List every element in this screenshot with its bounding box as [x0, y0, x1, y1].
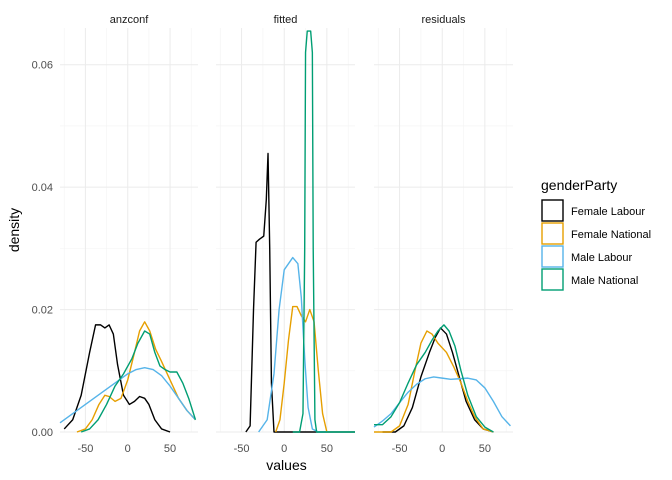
legend-label: Male Labour [571, 252, 632, 264]
x-tick-label: 50 [479, 443, 491, 455]
density-line-male-national [80, 330, 197, 433]
x-tick-label: 0 [125, 443, 131, 455]
density-line-male-labour [59, 367, 196, 424]
x-tick-label: 50 [164, 443, 176, 455]
legend-key-female-labour [541, 199, 564, 222]
legend-label: Female Labour [571, 206, 645, 218]
legend-title: genderParty [541, 177, 617, 193]
x-axis-title: values [266, 457, 306, 473]
density-line-male-national [292, 30, 355, 433]
density-line-female-national [76, 321, 196, 433]
density-line-male-national [374, 324, 494, 433]
legend-key-male-labour [541, 245, 564, 268]
facet-strip-label: fitted [274, 14, 298, 26]
facet-panel-anzconf [59, 28, 198, 433]
y-tick-label: 0.04 [32, 182, 53, 194]
legend-label: Female National [571, 229, 651, 241]
density-line-female-national [374, 330, 494, 433]
y-tick-label: 0.02 [32, 305, 53, 317]
y-axis-title: density [6, 208, 22, 252]
x-tick-label: -50 [392, 443, 408, 455]
density-line-female-labour [63, 324, 171, 433]
facet-strip-label: anzconf [110, 14, 149, 26]
facet-panel-residuals [373, 28, 513, 433]
facet-panel-fitted [216, 28, 355, 433]
x-tick-label: 0 [439, 443, 445, 455]
facet-strip-label: residuals [421, 14, 466, 26]
density-line-male-labour [258, 256, 355, 433]
legend-key-female-national [541, 222, 564, 245]
legend-key-male-national [541, 268, 564, 291]
y-tick-label: 0.00 [32, 427, 53, 439]
x-tick-label: -50 [234, 443, 250, 455]
x-tick-label: 50 [321, 443, 333, 455]
legend-label: Male National [571, 275, 638, 287]
y-tick-label: 0.06 [32, 60, 53, 72]
legend: Female Labour Female National Male Labour M… [541, 199, 651, 291]
x-tick-label: 0 [281, 443, 287, 455]
x-tick-label: -50 [77, 443, 93, 455]
